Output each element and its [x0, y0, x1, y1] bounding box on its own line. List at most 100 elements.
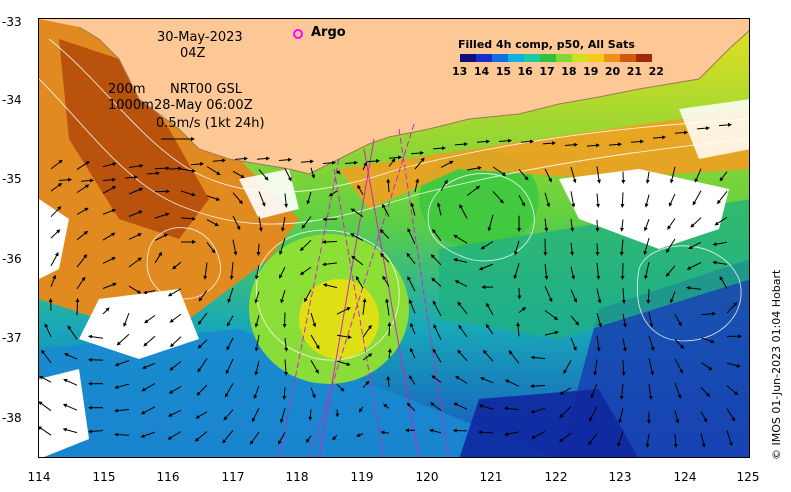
velocity-arrow [382, 203, 390, 217]
credit-text: © IMOS 01-Jun-2023 01:04 Hobart [770, 269, 783, 460]
velocity-arrow [712, 260, 728, 265]
legend-tick: 13 [452, 65, 468, 78]
deep-blue-patch [459, 389, 638, 457]
velocity-arrow [476, 139, 490, 144]
velocity-arrow [531, 431, 546, 439]
velocity-arrow [154, 166, 170, 171]
velocity-arrow [596, 313, 602, 328]
velocity-arrow [234, 156, 248, 161]
velocity-arrow [196, 384, 208, 396]
velocity-arrow [310, 360, 319, 374]
velocity-arrow [385, 298, 390, 316]
velocity-arrow [197, 358, 208, 373]
velocity-arrow [589, 406, 598, 422]
velocity-arrow [504, 431, 520, 437]
velocity-arrow [726, 408, 736, 422]
velocity-arrow [128, 210, 143, 217]
velocity-arrow [608, 142, 622, 147]
velocity-arrow [388, 155, 402, 160]
velocity-arrow [645, 433, 650, 448]
velocity-arrow [407, 276, 416, 292]
velocity-arrow [362, 353, 373, 361]
velocity-arrow [299, 266, 312, 276]
velocity-arrow [116, 333, 130, 346]
velocity-arrow [282, 312, 287, 328]
velocity-arrow [440, 160, 454, 168]
velocity-arrow [224, 383, 234, 398]
velocity-arrow [588, 433, 598, 446]
velocity-arrow [258, 216, 263, 232]
velocity-arrow [50, 229, 61, 239]
velocity-arrow [618, 408, 624, 424]
velocity-arrow [410, 150, 424, 155]
velocity-arrow [256, 156, 270, 161]
velocity-arrow [143, 290, 156, 295]
y-tick-label: -33 [2, 15, 22, 29]
velocity-arrow [544, 263, 549, 280]
velocity-arrow [564, 142, 578, 147]
velocity-arrow [508, 350, 520, 364]
velocity-arrow [712, 241, 728, 247]
velocity-arrow [518, 169, 529, 181]
velocity-arrow [686, 285, 702, 290]
velocity-arrow [58, 177, 72, 182]
velocity-arrow [102, 282, 117, 289]
legend-swatch [540, 54, 556, 62]
velocity-arrow [142, 362, 156, 369]
velocity-arrow [62, 403, 78, 411]
contour-eddy-2 [427, 173, 535, 262]
velocity-arrow [559, 432, 572, 443]
velocity-arrow [726, 362, 741, 368]
velocity-arrow [258, 191, 266, 207]
velocity-arrow [406, 402, 416, 412]
velocity-arrow [516, 322, 521, 337]
velocity-arrow [692, 190, 702, 206]
velocity-arrow [570, 191, 576, 208]
velocity-arrow [621, 360, 626, 376]
velocity-arrow [226, 315, 234, 327]
x-tick-label: 118 [285, 470, 309, 484]
velocity-arrow [299, 239, 312, 252]
velocity-arrow [212, 158, 226, 163]
x-tick-label: 124 [673, 470, 697, 484]
velocity-arrow [530, 355, 546, 360]
cloud-patch-3 [559, 169, 729, 249]
x-tick-label: 125 [736, 470, 760, 484]
velocity-arrow [570, 166, 577, 184]
velocity-arrow [630, 139, 644, 144]
velocity-arrow [258, 169, 269, 181]
velocity-arrow [518, 306, 527, 313]
velocity-arrow [169, 313, 182, 323]
velocity-arrow [570, 219, 575, 232]
velocity-arrow [514, 240, 520, 256]
legend-tick: 14 [473, 65, 490, 78]
velocity-arrow [102, 232, 116, 241]
velocity-arrow [102, 257, 116, 264]
legend-swatch [556, 54, 572, 62]
velocity-arrow [197, 339, 208, 349]
velocity-arrow [694, 168, 702, 183]
velocity-arrow [593, 359, 598, 376]
velocity-arrow [39, 375, 52, 383]
velocity-arrow [253, 385, 260, 400]
velocity-arrow [726, 430, 733, 447]
velocity-arrow [380, 252, 390, 263]
velocity-arrow [517, 287, 522, 300]
velocity-arrow [478, 263, 494, 271]
velocity-arrow [249, 431, 260, 445]
velocity-arrow [466, 185, 481, 197]
velocity-arrow [227, 287, 234, 304]
velocity-arrow [410, 202, 416, 216]
velocity-arrow [194, 431, 208, 442]
velocity-arrow [350, 233, 364, 242]
velocity-arrow [232, 239, 238, 256]
velocity-arrow [432, 348, 442, 363]
velocity-arrow [458, 324, 468, 338]
legend-tick: 22 [648, 65, 664, 78]
velocity-arrow [619, 384, 624, 400]
velocity-arrow [430, 254, 442, 266]
velocity-arrow [310, 334, 320, 350]
velocity-arrow [596, 335, 601, 352]
sst-map [38, 18, 750, 458]
velocity-arrow [62, 427, 78, 434]
